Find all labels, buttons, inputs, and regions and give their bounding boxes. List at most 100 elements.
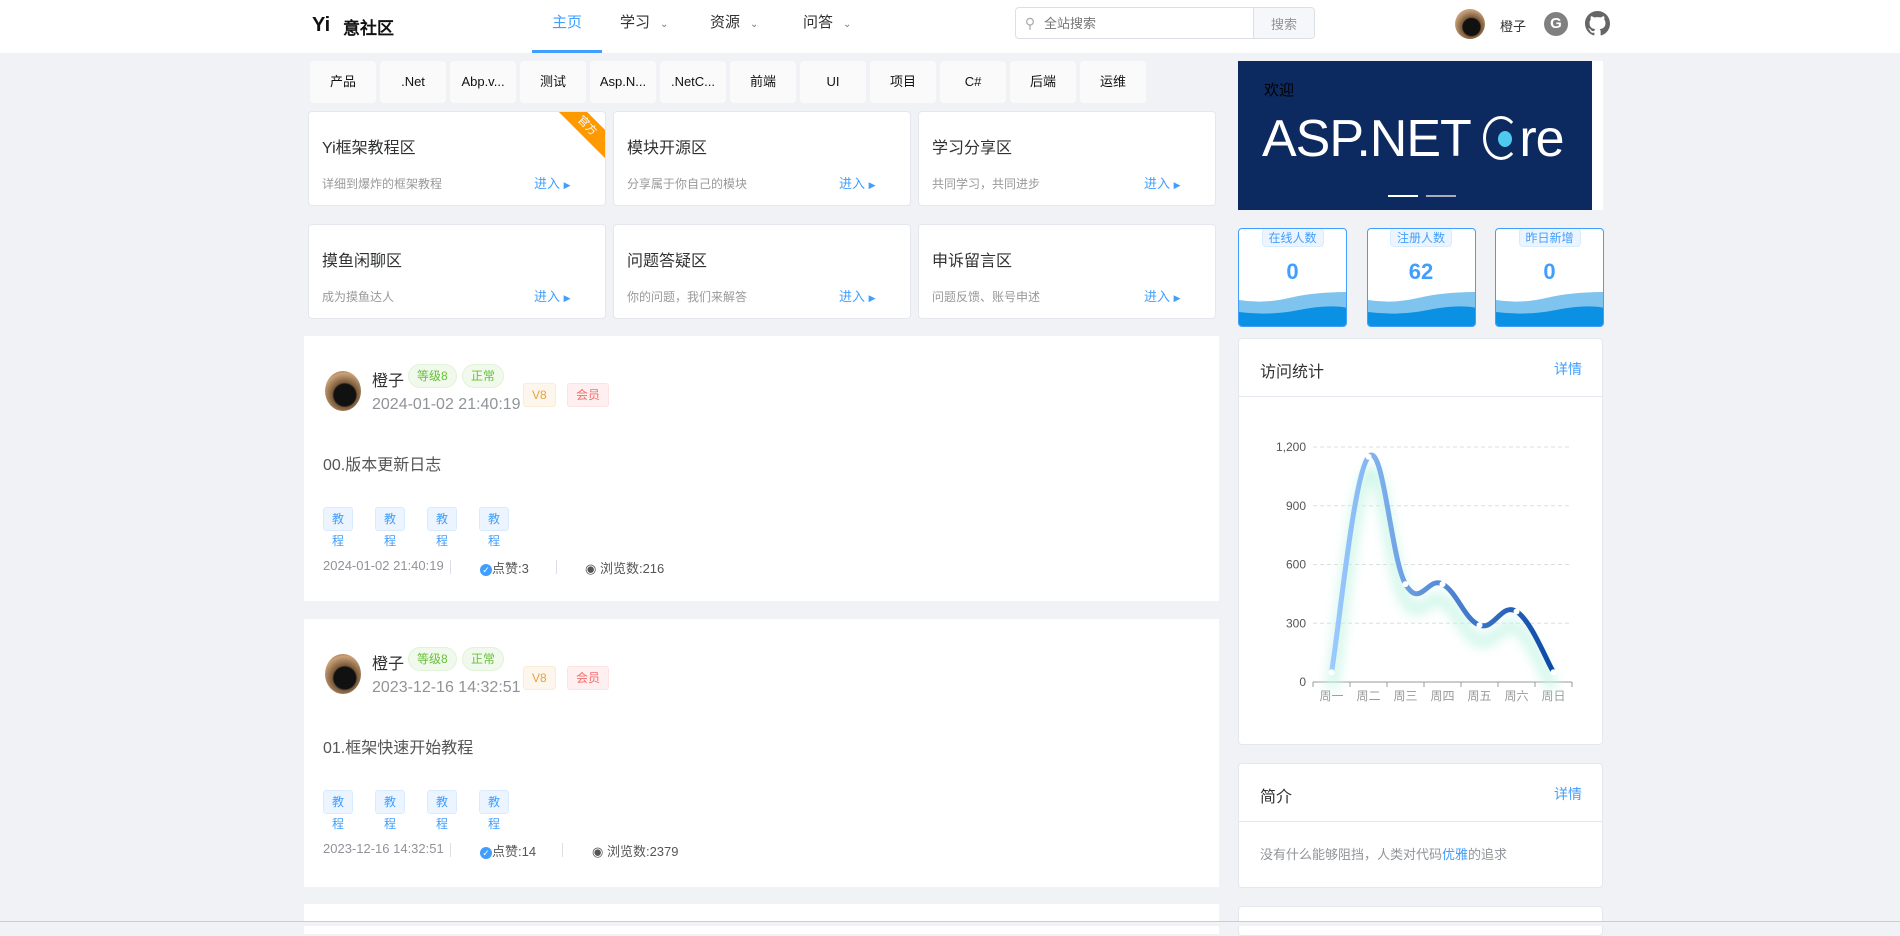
zone-enter-link[interactable]: 进入 ▶	[839, 173, 876, 192]
post-card[interactable]: 橙子 等级8 正常 V8 会员 2023-12-16 14:32:51 01.框…	[304, 619, 1219, 887]
zone-enter-link[interactable]: 进入 ▶	[534, 173, 571, 192]
category-chip[interactable]: C#	[940, 61, 1006, 103]
zone-card[interactable]: 摸鱼闲聊区 成为摸鱼达人 进入 ▶	[308, 224, 606, 319]
nav-home[interactable]: 主页	[532, 0, 603, 53]
category-chip[interactable]: 运维	[1080, 61, 1146, 103]
chevron-down-icon: ⌄	[750, 19, 759, 30]
caret-right-icon: ▶	[563, 180, 571, 190]
y-tick-label: 1,200	[1276, 440, 1306, 454]
carousel-indicator-2[interactable]	[1426, 195, 1456, 197]
like-check-icon: ✓	[480, 847, 492, 859]
zone-enter-link[interactable]: 进入 ▶	[1144, 286, 1181, 305]
post-tag[interactable]: 教程	[479, 790, 510, 831]
carousel-indicator-1[interactable]	[1388, 195, 1418, 197]
author-avatar[interactable]	[325, 371, 361, 411]
category-chip[interactable]: 后端	[1010, 61, 1076, 103]
author-name[interactable]: 橙子	[372, 656, 405, 673]
status-badge: 正常	[462, 647, 505, 671]
stat-value: 0	[1286, 259, 1299, 284]
visits-more-link[interactable]: 详情	[1554, 361, 1582, 377]
eye-icon: ◉	[592, 844, 604, 859]
category-chip[interactable]: 测试	[520, 61, 586, 103]
category-chip[interactable]: 产品	[310, 61, 376, 103]
wave-decoration	[1367, 292, 1475, 326]
intro-highlight: 优雅	[1442, 847, 1469, 862]
site-name[interactable]: 意社区	[343, 19, 394, 38]
like-count: 点赞:14	[492, 844, 537, 859]
post-tag[interactable]: 教程	[427, 790, 458, 831]
user-avatar[interactable]	[1455, 9, 1485, 39]
post-tag[interactable]: 教程	[427, 507, 458, 548]
vip-badge: V8	[523, 383, 556, 407]
y-tick-label: 0	[1299, 675, 1306, 689]
enter-label: 进入	[1144, 176, 1171, 191]
category-chip[interactable]: Asp.N...	[590, 61, 656, 103]
wave-decoration	[1496, 292, 1603, 326]
zone-enter-link[interactable]: 进入 ▶	[534, 286, 571, 305]
card-title: 访问统计	[1260, 364, 1325, 381]
zone-enter-link[interactable]: 进入 ▶	[839, 286, 876, 305]
intro-more-link[interactable]: 详情	[1554, 786, 1582, 802]
category-chip[interactable]: Abp.v...	[450, 61, 516, 103]
like-button[interactable]: ✓ 点赞:14	[480, 841, 536, 860]
gitee-icon[interactable]: G	[1544, 12, 1568, 36]
category-chip[interactable]: UI	[800, 61, 866, 103]
eye-icon: ◉	[585, 561, 597, 576]
username[interactable]: 橙子	[1500, 19, 1527, 34]
zone-card[interactable]: Yi框架教程区 详细到爆炸的框架教程 进入 ▶ 官方	[308, 111, 606, 206]
zone-title: 学习分享区	[932, 140, 1013, 157]
logo-icon[interactable]: Yi	[312, 14, 331, 36]
nav-resources[interactable]: 资源 ⌄	[710, 0, 758, 53]
author-avatar[interactable]	[325, 654, 361, 694]
post-tag[interactable]: 教程	[375, 790, 406, 831]
banner-title-end: re	[1519, 110, 1564, 168]
stat-label: 注册人数	[1389, 229, 1453, 247]
zone-card[interactable]: 申诉留言区 问题反馈、账号申述 进入 ▶	[918, 224, 1216, 319]
zone-card[interactable]: 模块开源区 分享属于你自己的模块 进入 ▶	[613, 111, 911, 206]
post-title[interactable]: 00.版本更新日志	[323, 457, 442, 474]
chevron-down-icon: ⌄	[843, 19, 852, 30]
zone-card[interactable]: 问题答疑区 你的问题，我们来解答 进入 ▶	[613, 224, 911, 319]
zone-card[interactable]: 学习分享区 共同学习，共同进步 进入 ▶	[918, 111, 1216, 206]
nav-qa[interactable]: 问答 ⌄	[803, 0, 851, 53]
top-header: Yi 意社区 主页 学习 ⌄ 资源 ⌄ 问答 ⌄ ⚲ 搜索 橙子 G	[0, 0, 1900, 53]
search-button[interactable]: 搜索	[1253, 8, 1314, 38]
post-time: 2024-01-02 21:40:19	[372, 396, 521, 413]
banner-carousel[interactable]: 欢迎 ASP.NET re	[1238, 61, 1603, 210]
view-count-text: 浏览数:2379	[606, 844, 679, 859]
zone-desc: 详细到爆炸的框架教程	[322, 177, 443, 191]
nav-label: 问答	[803, 14, 834, 31]
post-title[interactable]: 01.框架快速开始教程	[323, 740, 474, 757]
post-tag[interactable]: 教程	[323, 507, 354, 548]
like-button[interactable]: ✓ 点赞:3	[480, 558, 529, 577]
post-tag[interactable]: 教程	[479, 507, 510, 548]
nav-learn[interactable]: 学习 ⌄	[620, 0, 668, 53]
search-box: ⚲ 搜索	[1015, 7, 1315, 39]
y-tick-label: 300	[1286, 616, 1306, 630]
category-chip[interactable]: 项目	[870, 61, 936, 103]
post-tag[interactable]: 教程	[323, 790, 354, 831]
nav-label: 资源	[710, 14, 741, 31]
x-tick-label: 周日	[1541, 689, 1565, 703]
category-chip[interactable]: .Net	[380, 61, 446, 103]
category-chip[interactable]: 前端	[730, 61, 796, 103]
like-count: 点赞:3	[492, 561, 529, 576]
author-name[interactable]: 橙子	[372, 373, 405, 390]
caret-right-icon: ▶	[868, 180, 876, 190]
y-tick-label: 600	[1286, 558, 1306, 572]
caret-right-icon: ▶	[1173, 180, 1181, 190]
bottom-edge	[0, 921, 1900, 926]
post-tag[interactable]: 教程	[375, 507, 406, 548]
category-chip[interactable]: .NetC...	[660, 61, 726, 103]
stat-card: 昨日新增 0	[1495, 228, 1604, 327]
stat-label: 在线人数	[1261, 229, 1324, 247]
post-card[interactable]: 橙子 等级8 正常 V8 会员 2024-01-02 21:40:19 00.版…	[304, 336, 1219, 601]
caret-right-icon: ▶	[868, 293, 876, 303]
stat-card: 注册人数 62	[1366, 228, 1476, 327]
zone-enter-link[interactable]: 进入 ▶	[1144, 173, 1181, 192]
member-badge: 会员	[567, 383, 610, 407]
divider	[450, 560, 451, 574]
data-point	[1328, 669, 1335, 676]
search-input[interactable]	[1044, 8, 1253, 38]
github-icon[interactable]	[1585, 11, 1610, 36]
